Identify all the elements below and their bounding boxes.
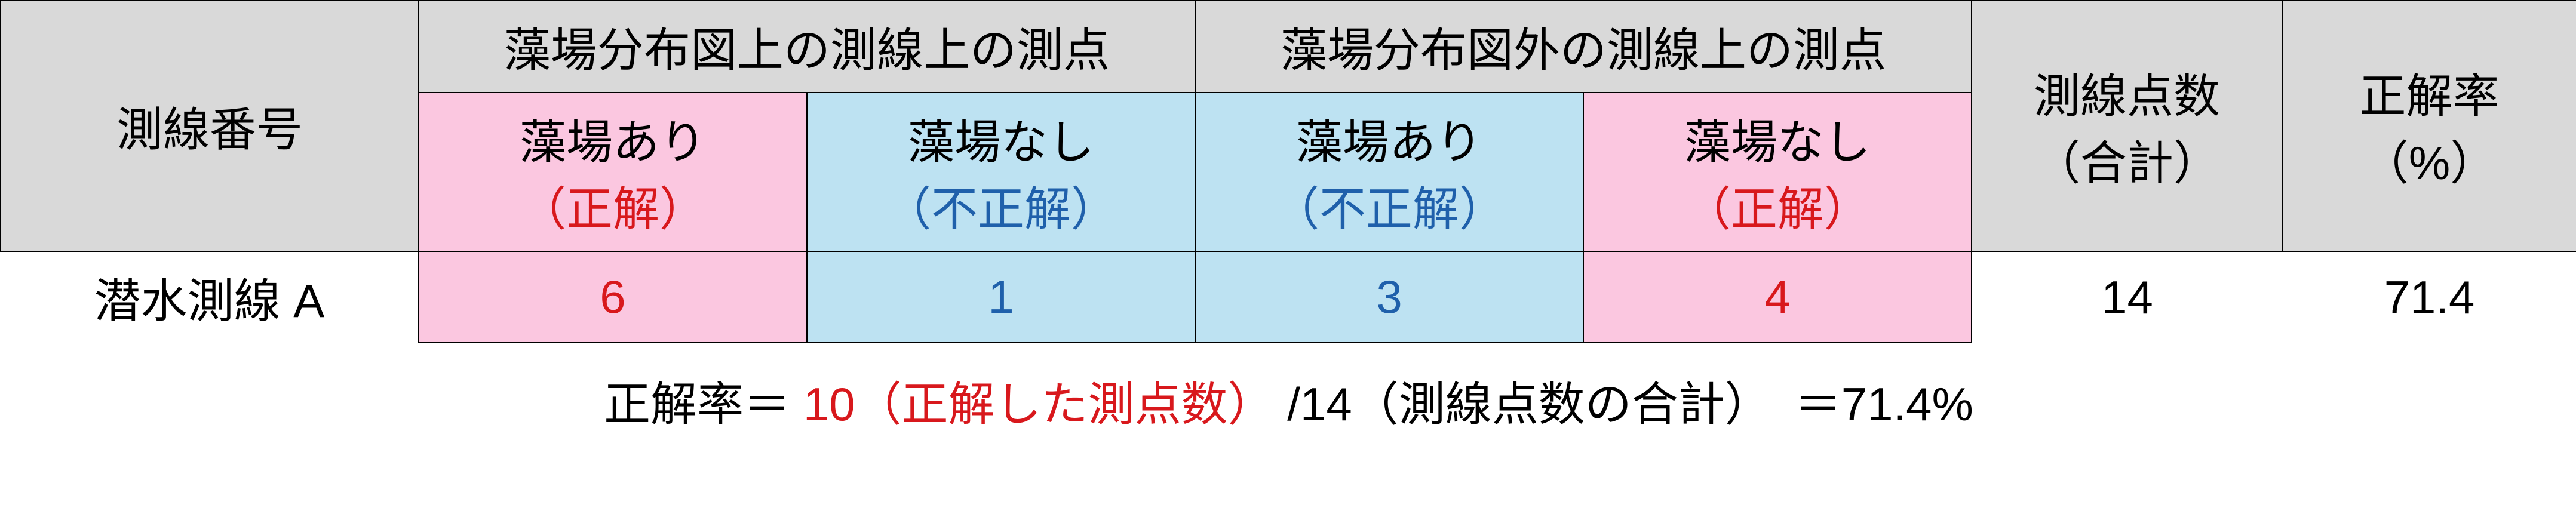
formula-line: 正解率＝ 10（正解した測点数） /14（測線点数の合計） ＝71.4%	[604, 367, 1973, 434]
cell-inside-yes: 6	[419, 251, 807, 343]
formula-row: 正解率＝ 10（正解した測点数） /14（測線点数の合計） ＝71.4%	[1, 343, 2576, 446]
header-row-1: 測線番号 藻場分布図上の測線上の測点 藻場分布図外の測線上の測点 測線点数 （合…	[1, 1, 2576, 93]
col-outside-yes-l1: 藻場あり	[1296, 116, 1482, 168]
col-inside-yes: 藻場あり （正解）	[419, 93, 807, 251]
col-outside-yes-l2: （不正解）	[1273, 183, 1506, 235]
formula-prefix: 正解率＝	[604, 378, 790, 430]
col-outside-no-l2: （正解）	[1684, 183, 1871, 235]
col-outside-yes: 藻場あり （不正解）	[1195, 93, 1583, 251]
col-point-count: 測線点数 （合計）	[1972, 1, 2282, 251]
col-inside-no-l2: （不正解）	[885, 183, 1117, 235]
data-row: 潜水測線 A 6 1 3 4 14 71.4	[1, 251, 2576, 343]
col-inside-no-l1: 藻場なし	[908, 116, 1094, 168]
col-group-inside: 藻場分布図上の測線上の測点	[419, 1, 1195, 93]
cell-outside-yes: 3	[1195, 251, 1583, 343]
cell-outside-no: 4	[1583, 251, 1972, 343]
col-accuracy: 正解率 （%）	[2282, 1, 2576, 251]
cell-total: 14	[1972, 251, 2282, 343]
cell-accuracy: 71.4	[2282, 251, 2576, 343]
col-point-count-l1: 測線点数	[2034, 70, 2220, 122]
formula-rest: /14（測線点数の合計） ＝71.4%	[1287, 378, 1973, 430]
col-outside-no: 藻場なし （正解）	[1583, 93, 1972, 251]
cell-inside-no: 1	[807, 251, 1195, 343]
col-inside-yes-l1: 藻場あり	[520, 116, 706, 168]
table-container: 測線番号 藻場分布図上の測線上の測点 藻場分布図外の測線上の測点 測線点数 （合…	[0, 0, 2576, 446]
accuracy-table: 測線番号 藻場分布図上の測線上の測点 藻場分布図外の測線上の測点 測線点数 （合…	[0, 0, 2576, 446]
col-point-count-l2: （合計）	[2034, 137, 2220, 189]
col-group-outside: 藻場分布図外の測線上の測点	[1195, 1, 1972, 93]
col-accuracy-l2: （%）	[2362, 137, 2497, 189]
col-accuracy-l1: 正解率	[2360, 70, 2500, 122]
formula-cell: 正解率＝ 10（正解した測点数） /14（測線点数の合計） ＝71.4%	[1, 343, 2576, 446]
col-outside-no-l1: 藻場なし	[1684, 116, 1871, 168]
formula-correct: 10（正解した測点数）	[803, 378, 1275, 430]
cell-line-label: 潜水測線 A	[1, 251, 419, 343]
col-line-number: 測線番号	[1, 1, 419, 251]
col-inside-yes-l2: （正解）	[520, 183, 706, 235]
col-inside-no: 藻場なし （不正解）	[807, 93, 1195, 251]
